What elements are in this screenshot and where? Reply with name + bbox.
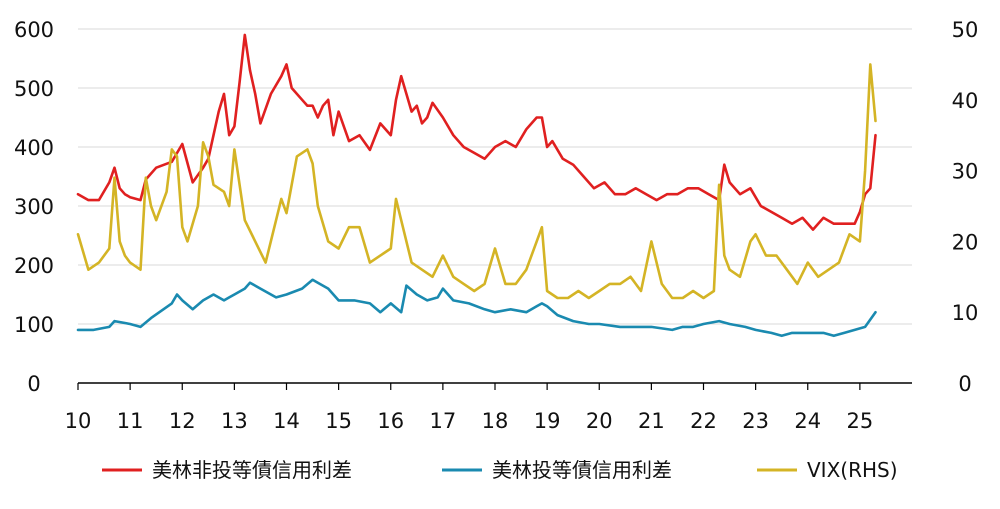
y-tick-label: 500 [14, 77, 54, 101]
y-axis-right-ticks: 0 10 20 30 40 50 [952, 18, 979, 396]
legend-label: 美林投等債信用利差 [492, 458, 672, 482]
gridlines [78, 28, 912, 325]
x-axis-ticks: 10 11 12 13 14 15 16 17 18 19 20 21 22 23 24 25 [65, 383, 874, 433]
x-tick-label: 10 [65, 409, 92, 433]
x-tick-label: 19 [534, 409, 561, 433]
x-tick-label: 16 [377, 409, 404, 433]
y-tick-label: 300 [14, 195, 54, 219]
series-line-1 [76, 278, 877, 338]
legend: 美林非投等債信用利差 美林投等債信用利差 VIX(RHS) [102, 458, 898, 482]
y2-tick-label: 0 [958, 372, 971, 396]
x-tick-label: 18 [482, 409, 509, 433]
y-tick-label: 200 [14, 254, 54, 278]
x-tick-label: 20 [586, 409, 613, 433]
x-tick-label: 22 [690, 409, 717, 433]
x-tick-label: 21 [638, 409, 665, 433]
x-tick-label: 17 [430, 409, 457, 433]
x-tick-label: 23 [742, 409, 769, 433]
y-tick-label: 600 [14, 18, 54, 42]
x-tick-label: 13 [221, 409, 248, 433]
series-line-2 [76, 63, 877, 300]
y-axis-left-ticks: 0 100 200 300 400 500 600 [14, 18, 54, 396]
legend-label: VIX(RHS) [807, 458, 898, 482]
x-tick-label: 12 [169, 409, 196, 433]
y2-tick-label: 40 [952, 89, 979, 113]
y-tick-label: 400 [14, 136, 54, 160]
x-tick-label: 25 [847, 409, 874, 433]
series-layer [76, 33, 877, 338]
x-tick-label: 11 [117, 409, 144, 433]
y-tick-label: 0 [27, 372, 40, 396]
y2-tick-label: 30 [952, 160, 979, 184]
series-line-0 [76, 33, 877, 231]
x-tick-label: 24 [794, 409, 821, 433]
y2-tick-label: 20 [952, 230, 979, 254]
y-tick-label: 100 [14, 313, 54, 337]
legend-label: 美林非投等債信用利差 [152, 458, 352, 482]
y2-tick-label: 50 [952, 18, 979, 42]
x-tick-label: 15 [325, 409, 352, 433]
x-tick-label: 14 [273, 409, 300, 433]
y2-tick-label: 10 [952, 301, 979, 325]
